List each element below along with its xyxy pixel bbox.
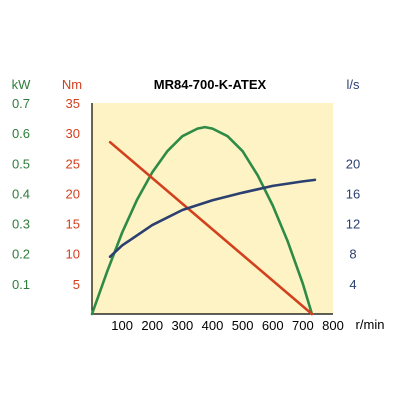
- x-axis-label: r/min: [356, 317, 385, 332]
- kw-tick-label: 0.6: [12, 126, 30, 141]
- x-tick-label: 200: [141, 318, 163, 333]
- ls-axis-label: l/s: [347, 77, 361, 92]
- x-tick-label: 800: [322, 318, 344, 333]
- kw-series-line: [90, 125, 314, 316]
- kw-tick-label: 0.4: [12, 186, 30, 201]
- series-layer: [90, 125, 317, 316]
- nm-tick-label: 10: [66, 247, 80, 262]
- ls-series-line: [108, 178, 317, 259]
- kw-tick-label: 0.5: [12, 156, 30, 171]
- nm-tick-label: 30: [66, 126, 80, 141]
- nm-tick-label: 35: [66, 96, 80, 111]
- kw-tick-label: 0.7: [12, 96, 30, 111]
- x-tick-label: 700: [292, 318, 314, 333]
- kw-tick-label: 0.2: [12, 247, 30, 262]
- ls-tick-label: 20: [346, 156, 360, 171]
- x-tick-label: 100: [111, 318, 133, 333]
- x-tick-label: 600: [262, 318, 284, 333]
- kw-tick-label: 0.3: [12, 217, 30, 232]
- x-tick-label: 400: [202, 318, 224, 333]
- plot-area: [92, 103, 333, 314]
- kw-axis-label: kW: [12, 77, 32, 92]
- kw-tick-label: 0.1: [12, 277, 30, 292]
- x-tick-label: 300: [172, 318, 194, 333]
- x-tick-label: 500: [232, 318, 254, 333]
- tick-labels: 100 200 300 400 500 600 700 800 0.1 0.2 0.3 0.4 0.5 0…: [12, 96, 360, 333]
- ls-tick-label: 8: [349, 247, 356, 262]
- nm-series-line: [108, 140, 314, 316]
- nm-tick-label: 25: [66, 156, 80, 171]
- nm-axis-label: Nm: [62, 77, 82, 92]
- ls-tick-label: 16: [346, 186, 360, 201]
- nm-tick-label: 5: [73, 277, 80, 292]
- nm-tick-label: 15: [66, 217, 80, 232]
- chart-title: MR84-700-K-ATEX: [154, 77, 267, 92]
- ls-tick-label: 12: [346, 217, 360, 232]
- nm-tick-label: 20: [66, 186, 80, 201]
- ls-tick-label: 4: [349, 277, 356, 292]
